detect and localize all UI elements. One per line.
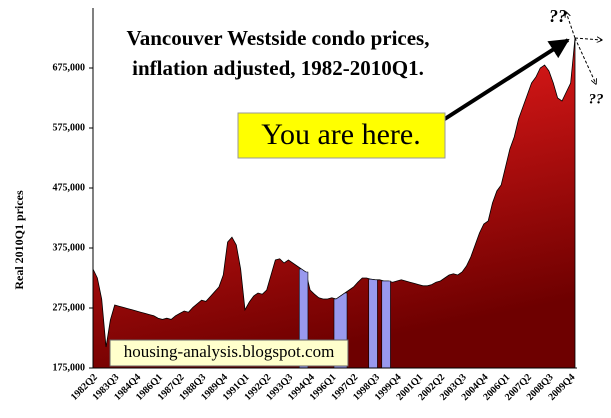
arrow [438,38,570,124]
y-tick-label: 475,000 [53,182,86,193]
highlight-band [381,280,391,369]
callout-box [237,112,446,159]
source: housing-analysis.blogspot.com [124,342,335,361]
highlight-band [368,278,378,369]
callout: You are here. [261,118,420,151]
y-tick-label: 275,000 [53,302,86,313]
arrow [566,12,576,39]
y-tick-label: 675,000 [53,62,86,73]
y-tick-label: 175,000 [53,362,86,373]
arrow [574,37,596,84]
plot [92,37,576,369]
chart-title: Vancouver Westside condo prices, [127,26,430,50]
chart-title: inflation adjusted, 1982-2010Q1. [132,56,424,80]
y-axis-title: Real 2010Q1 prices [12,190,26,290]
arrow [574,38,602,40]
annotation: ?? [549,6,567,26]
source-box [109,339,349,367]
annotation: ?? [589,91,604,107]
y-tick-label: 575,000 [53,122,86,133]
y-tick-label: 375,000 [53,242,86,253]
